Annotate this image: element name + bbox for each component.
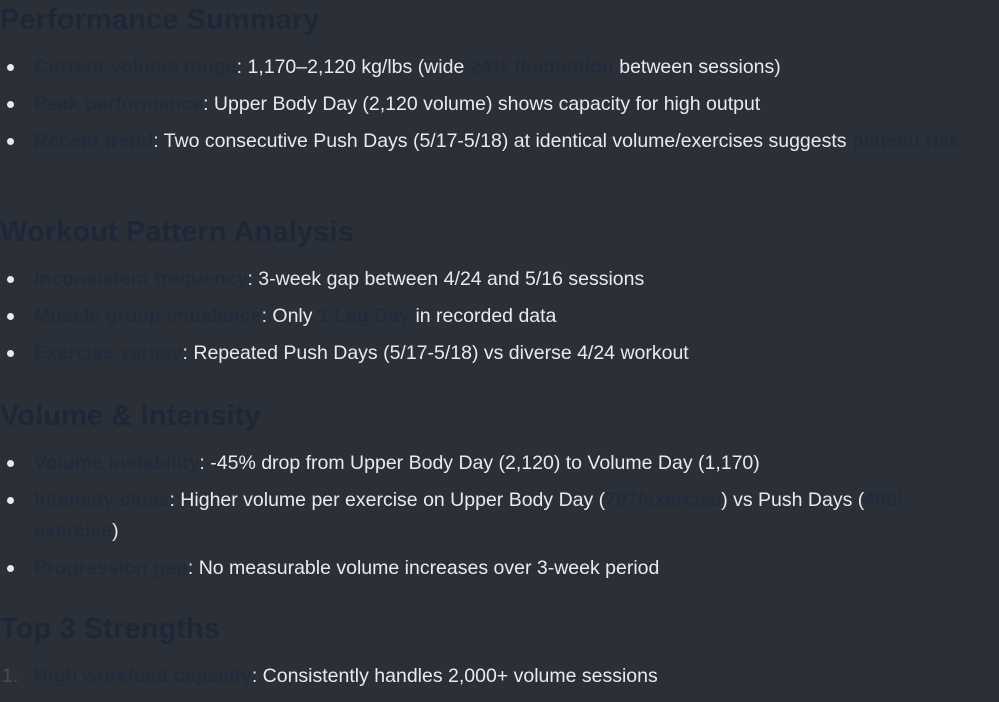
section-heading-performance-summary: Performance Summary xyxy=(0,4,320,36)
performance-summary-list: Current volume range: 1,170–2,120 kg/lbs… xyxy=(0,52,974,163)
section-heading-workout-pattern-analysis: Workout Pattern Analysis xyxy=(0,216,354,248)
section-heading-top-3-strengths: Top 3 Strengths xyxy=(0,613,221,645)
list-number: 1. xyxy=(2,665,19,687)
item-highlight: 24% fluctuation xyxy=(469,56,614,78)
list-item: Recent trend: Two consecutive Push Days … xyxy=(0,126,974,157)
item-label: Recent trend xyxy=(34,130,154,152)
list-item: Muscle group imbalance: Only 1 Leg Day i… xyxy=(0,301,974,332)
list-item: Inconsistent frequency: 3-week gap betwe… xyxy=(0,264,974,295)
workout-pattern-list: Inconsistent frequency: 3-week gap betwe… xyxy=(0,264,974,375)
item-label: Progression gap xyxy=(34,557,188,579)
item-highlight: 1 Leg Day xyxy=(317,305,411,327)
list-item: Exercise variety: Repeated Push Days (5/… xyxy=(0,338,974,369)
list-item: Intensity clues: Higher volume per exerc… xyxy=(0,485,974,547)
item-highlight: 707/exercise xyxy=(605,489,722,511)
item-label: Muscle group imbalance xyxy=(34,305,262,327)
item-label: Peak performance xyxy=(34,93,204,115)
list-item: Volume instability: -45% drop from Upper… xyxy=(0,448,974,479)
list-item: Progression gap: No measurable volume in… xyxy=(0,553,974,584)
volume-intensity-list: Volume instability: -45% drop from Upper… xyxy=(0,448,974,590)
item-label: Intensity clues xyxy=(34,489,170,511)
strengths-list: 1. High workload capacity: Consistently h… xyxy=(0,661,974,698)
item-highlight: plateau risk xyxy=(851,130,961,152)
item-label: Exercise variety xyxy=(34,342,183,364)
item-label: High workload capacity xyxy=(34,665,252,687)
list-item: Peak performance: Upper Body Day (2,120 … xyxy=(0,89,974,120)
item-label: Current volume range xyxy=(34,56,237,78)
item-label: Inconsistent frequency xyxy=(34,268,248,290)
section-heading-volume-intensity: Volume & Intensity xyxy=(0,400,261,432)
item-highlight: 400/ exercise xyxy=(34,489,903,542)
list-item: 1. High workload capacity: Consistently h… xyxy=(0,661,974,692)
list-item: Current volume range: 1,170–2,120 kg/lbs… xyxy=(0,52,974,83)
item-label: Volume instability xyxy=(34,452,200,474)
